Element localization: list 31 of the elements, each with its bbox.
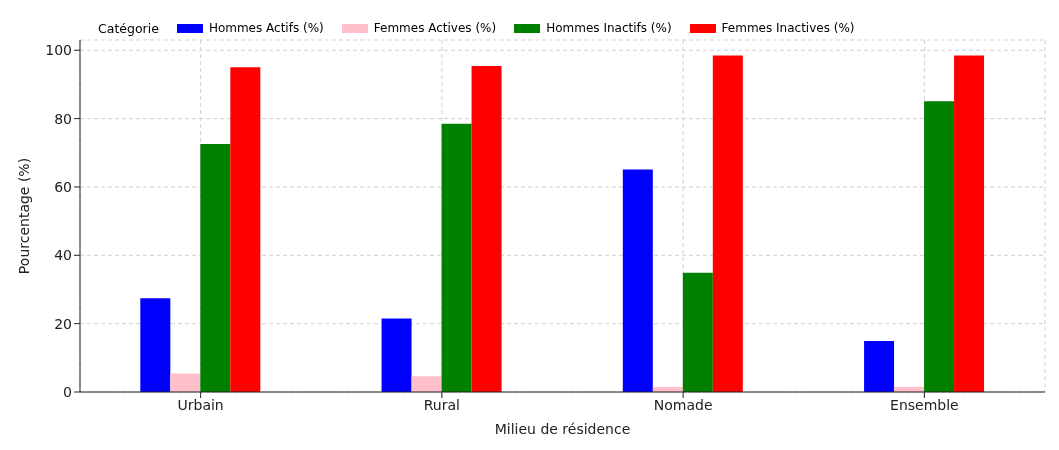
y-tick-label: 60 (54, 178, 72, 195)
legend-label: Hommes Inactifs (%) (545, 21, 672, 35)
bar (140, 298, 171, 392)
bar (864, 341, 895, 392)
legend-label: Femmes Inactives (%) (720, 21, 855, 35)
x-tick-label: Ensemble (890, 396, 959, 413)
legend-label: Femmes Actives (%) (372, 21, 497, 35)
bar (200, 143, 231, 392)
legend-title: Catégorie (98, 20, 159, 36)
bar (924, 101, 955, 392)
y-axis-title: Pourcentage (%) (15, 157, 32, 275)
x-tick-label: Rural (423, 396, 460, 413)
x-tick-label: Urbain (177, 396, 224, 413)
bar (622, 169, 653, 392)
y-tick-label: 20 (54, 315, 72, 332)
bar (471, 65, 502, 392)
x-axis-title: Milieu de résidence (494, 421, 631, 437)
y-tick-label: 0 (63, 383, 72, 400)
bar (682, 272, 713, 392)
bar (170, 373, 201, 392)
y-tick-label: 100 (45, 42, 72, 59)
bar (954, 55, 985, 392)
bar (712, 55, 743, 392)
bar (230, 67, 261, 392)
bar (411, 376, 442, 392)
legend-label: Hommes Actifs (%) (207, 21, 324, 35)
bar (381, 318, 412, 392)
y-tick-label: 80 (54, 110, 72, 127)
y-tick-label: 40 (54, 247, 72, 264)
x-tick-label: Nomade (653, 396, 713, 413)
bar (441, 123, 472, 392)
